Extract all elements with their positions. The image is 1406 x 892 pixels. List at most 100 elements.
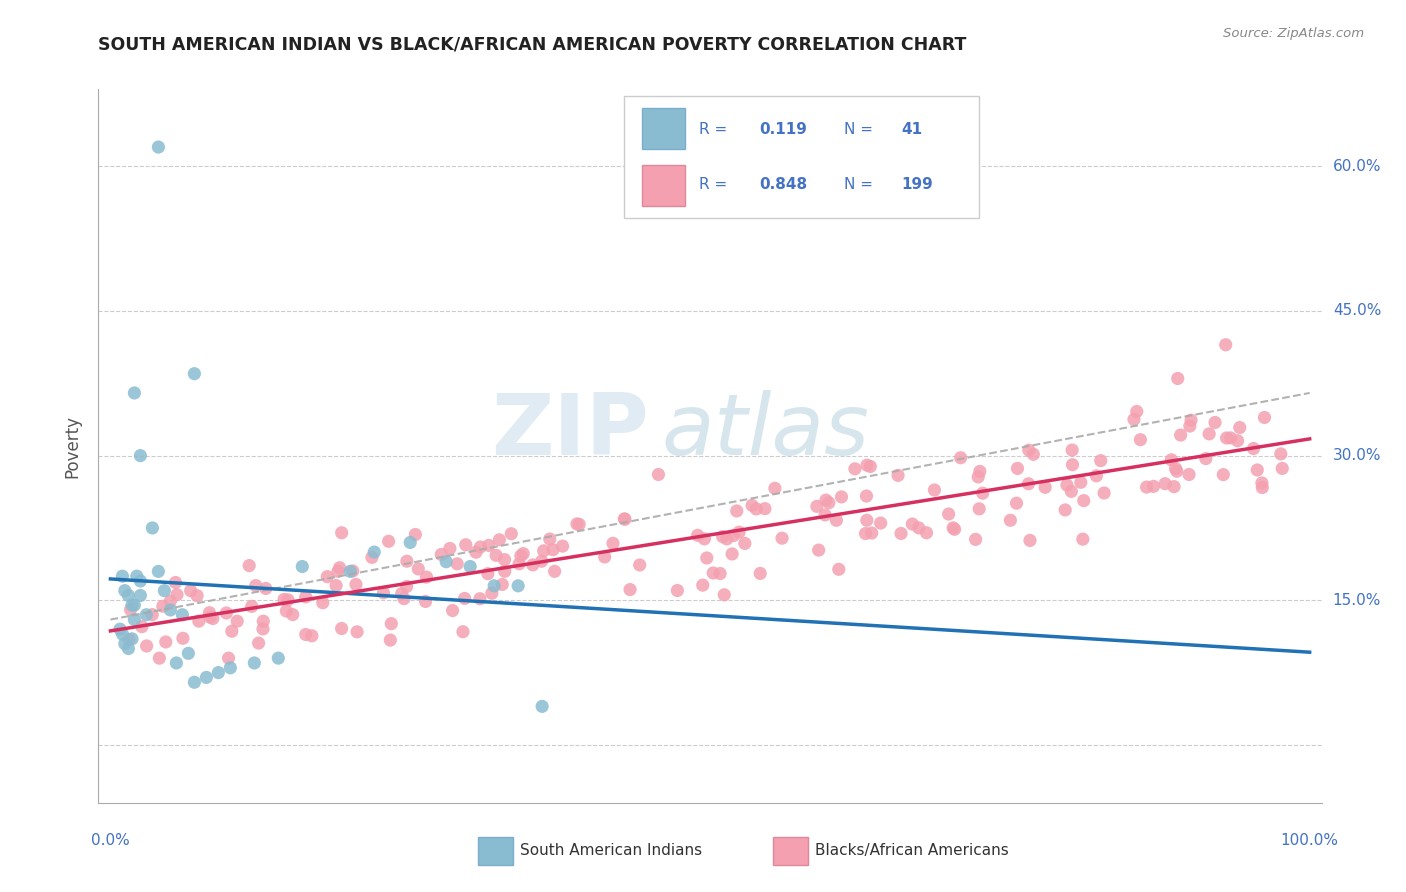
Point [465, 545, 488, 559]
Point [508, 557, 530, 571]
Point [512, 547, 534, 561]
Text: 41: 41 [901, 121, 922, 136]
Point [183, 367, 205, 381]
Point [1005, 496, 1028, 510]
Point [141, 521, 163, 535]
Point [522, 558, 544, 572]
Point [342, 564, 364, 578]
Point [1212, 467, 1234, 482]
Point [316, 569, 339, 583]
Point [1085, 468, 1108, 483]
Point [1000, 513, 1022, 527]
Point [325, 578, 347, 592]
Point [148, 140, 170, 154]
Point [856, 513, 879, 527]
Point [172, 607, 194, 622]
Point [1017, 476, 1039, 491]
Point [155, 635, 177, 649]
Point [177, 646, 200, 660]
Point [434, 555, 457, 569]
Point [346, 624, 368, 639]
Point [1071, 532, 1094, 546]
Point [124, 613, 146, 627]
Point [666, 583, 689, 598]
Text: atlas: atlas [661, 390, 869, 474]
Point [1180, 413, 1202, 427]
Point [488, 533, 510, 547]
Point [491, 577, 513, 591]
Point [890, 526, 912, 541]
Point [807, 543, 830, 558]
Point [131, 619, 153, 633]
Point [148, 651, 170, 665]
Text: South American Indians: South American Indians [520, 844, 703, 858]
Point [111, 569, 134, 583]
Point [172, 632, 194, 646]
Y-axis label: Poverty: Poverty [63, 415, 82, 477]
Point [692, 578, 714, 592]
Point [111, 627, 134, 641]
Point [207, 665, 229, 680]
Point [254, 582, 277, 596]
Point [363, 545, 385, 559]
Point [855, 526, 877, 541]
Point [468, 591, 491, 606]
Point [117, 641, 139, 656]
Point [568, 517, 591, 532]
Point [453, 591, 475, 606]
Point [391, 586, 413, 600]
Point [541, 542, 564, 557]
Point [509, 549, 531, 563]
Point [186, 589, 208, 603]
Point [1135, 480, 1157, 494]
Point [294, 590, 316, 604]
Point [543, 564, 565, 578]
Point [373, 586, 395, 600]
Point [942, 521, 965, 535]
Point [291, 559, 314, 574]
Point [439, 541, 461, 556]
Point [183, 675, 205, 690]
Point [943, 522, 966, 536]
Point [380, 633, 402, 648]
Point [1060, 484, 1083, 499]
Point [686, 528, 709, 542]
Point [114, 637, 136, 651]
Point [494, 552, 516, 566]
Point [1170, 428, 1192, 442]
Point [312, 596, 335, 610]
Point [1251, 481, 1274, 495]
Point [240, 599, 263, 614]
Point [1219, 431, 1241, 445]
Point [415, 594, 437, 608]
Point [508, 579, 530, 593]
Point [551, 539, 574, 553]
Point [470, 540, 492, 554]
Point [613, 512, 636, 526]
Point [828, 562, 851, 576]
Point [709, 566, 731, 581]
Point [1271, 461, 1294, 475]
Point [749, 566, 772, 581]
Point [1166, 464, 1188, 478]
Point [377, 534, 399, 549]
Point [1178, 419, 1201, 434]
Point [330, 622, 353, 636]
Point [166, 588, 188, 602]
Text: SOUTH AMERICAN INDIAN VS BLACK/AFRICAN AMERICAN POVERTY CORRELATION CHART: SOUTH AMERICAN INDIAN VS BLACK/AFRICAN A… [98, 36, 967, 54]
Text: Source: ZipAtlas.com: Source: ZipAtlas.com [1223, 27, 1364, 40]
Point [1178, 467, 1201, 482]
Point [198, 610, 221, 624]
Point [135, 639, 157, 653]
Point [252, 622, 274, 636]
Bar [643, 166, 685, 205]
Point [395, 554, 418, 568]
Point [530, 554, 553, 568]
Point [1129, 433, 1152, 447]
Point [1092, 486, 1115, 500]
Point [531, 699, 554, 714]
Text: 45.0%: 45.0% [1333, 303, 1381, 318]
Point [713, 588, 735, 602]
Point [187, 614, 209, 628]
Point [408, 562, 430, 576]
